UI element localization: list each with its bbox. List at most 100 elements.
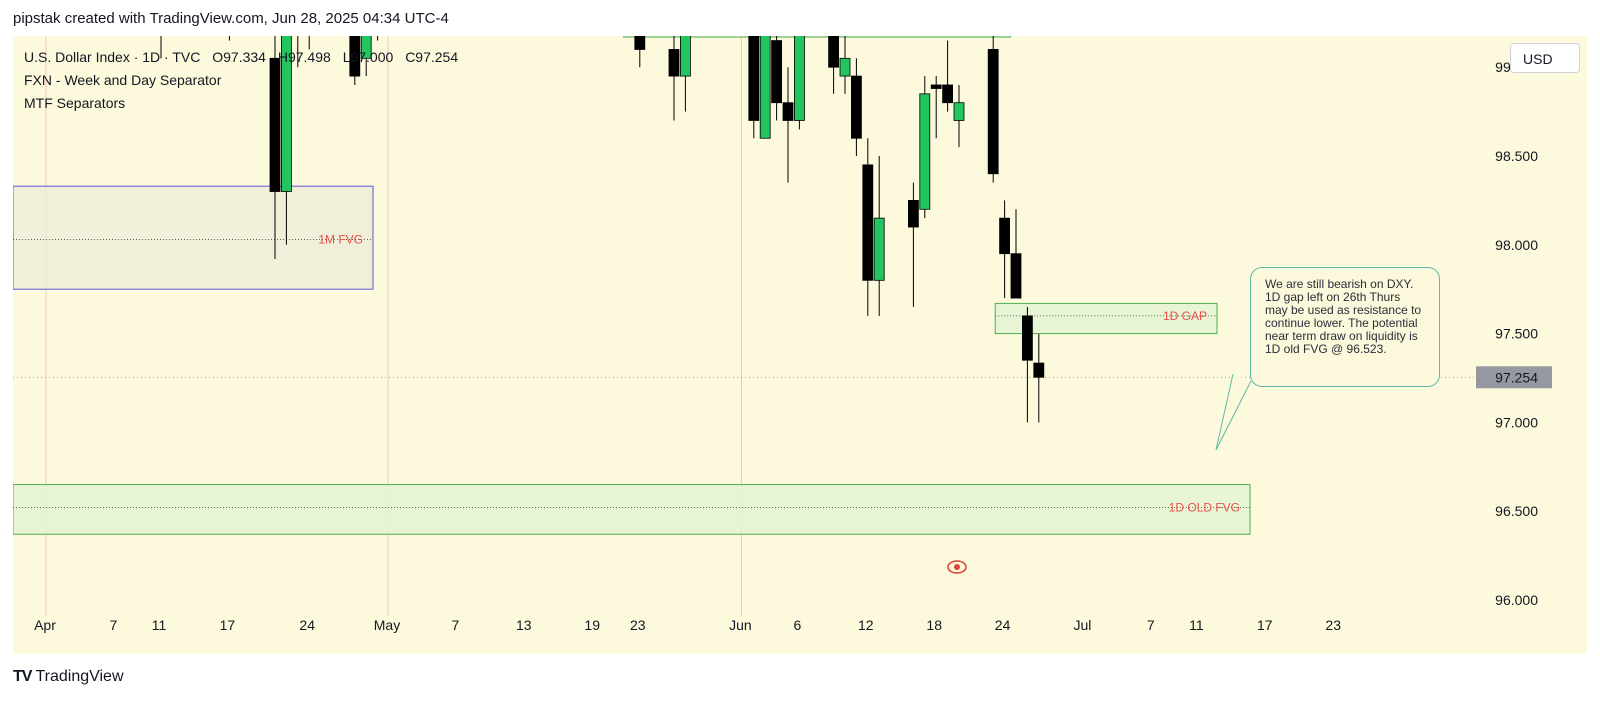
candle-jun-16 [908,182,919,307]
zone-label: 1M FVG [318,232,363,246]
bear-candle-body [987,49,999,175]
price-tick-label: 96.000 [1495,592,1538,608]
bull-candle-body [680,0,691,77]
legend-high: H97.498 [277,49,331,65]
time-tick-label: 6 [794,617,802,633]
bull-candle-body [794,31,805,121]
time-tick-label: 17 [220,617,236,633]
candle-jun-5 [782,67,794,183]
bear-candle-body [668,49,680,77]
zone-label: 1D GAP [1163,309,1207,323]
time-tick-label: 19 [584,617,600,633]
time-tick-label: 7 [452,617,460,633]
bear-candle-body [999,217,1010,255]
candle-jun-23 [987,0,999,183]
price-axis-background [1476,36,1587,654]
legend-low: L97.000 [342,49,394,65]
bear-candle-body [782,102,794,121]
bear-candle-body [1022,315,1033,361]
price-tick-label: 98.000 [1495,237,1538,253]
callout-pointer [1215,373,1252,451]
candle-jun-13 [873,156,885,316]
time-tick-label: 11 [152,617,167,633]
candle-jun-25 [1010,209,1022,299]
time-tick-label: Jul [1073,617,1091,633]
bear-candle-body [828,31,839,68]
legend-symbol[interactable]: U.S. Dollar Index · 1D · TVC [24,49,201,65]
price-tick-label: 98.500 [1495,148,1538,164]
attribution-header: pipstak created with TradingView.com, Ju… [13,10,449,27]
bear-candle-body [930,84,942,89]
bull-candle-body [839,57,851,77]
tradingview-logo-icon: TV [13,668,32,685]
bear-candle-body [1033,362,1045,378]
candle-jun-17 [919,76,931,219]
legend-close: C97.254 [405,49,459,65]
bear-candle-body [1010,253,1022,299]
time-tick-label: 7 [110,617,118,633]
time-tick-label: 23 [1325,617,1341,633]
last-price-badge [1476,366,1552,389]
candle-jun-27 [1033,333,1045,423]
bull-candle-body [873,217,885,281]
eye-icon [947,560,967,574]
callout-tail [1215,373,1252,451]
tradingview-footer[interactable]: TV TradingView [13,668,124,686]
footer-brand: TradingView [35,668,124,685]
time-tick-label: 17 [1257,617,1273,633]
time-tick-label: May [374,617,400,633]
candle-jun-20 [953,84,965,148]
zone-label: 1D OLD FVG [1169,501,1240,515]
time-tick-label: 7 [1147,617,1155,633]
eye-pupil [954,564,960,570]
candle-jun-24 [999,200,1010,299]
currency-button[interactable]: USD [1510,43,1580,73]
candle-may-26 [668,22,680,121]
price-axis: 96.00096.50097.00097.50098.00098.50099.0… [1476,36,1587,654]
candle-jun-18 [930,76,942,139]
candle-jun-6 [794,5,805,130]
zone-1m-fvg [12,185,374,290]
bear-candle-body [269,57,281,192]
time-tick-label: 23 [630,617,646,633]
time-tick-label: 18 [926,617,942,633]
bear-candle-body [862,164,874,281]
bear-candle-body [748,0,760,121]
candle-jun-12 [862,138,874,316]
analysis-callout[interactable]: We are still bearish on DXY. 1D gap left… [1250,267,1440,387]
price-tick-label: 97.500 [1495,326,1538,342]
bull-candle-body [953,102,965,121]
time-tick-label: 24 [995,617,1011,633]
bull-candle-body [919,93,931,210]
bear-candle-body [942,84,953,104]
bear-candle-body [908,199,919,228]
bull-candle-body [759,22,771,139]
eye-outline [947,560,967,574]
time-tick-label: Jun [729,617,752,633]
legend-symbol-row: U.S. Dollar Index · 1D · TVC O97.334 H97… [24,46,458,69]
time-axis: Apr 7 11 17 24 May 7 13 19 23 Jun 6 12 18 24 Jul 7 11 17 23 [34,617,1341,633]
candle-jun-19 [942,40,953,112]
price-tick-label: 97.000 [1495,414,1538,430]
legend-indicator-mtf[interactable]: MTF Separators [24,95,126,111]
candle-apr-21 [269,31,281,260]
candle-jun-11 [851,58,862,156]
time-tick-label: 12 [858,617,874,633]
time-tick-label: Apr [34,617,56,633]
time-tick-label: 13 [516,617,532,633]
last-price-label: 97.254 [1495,369,1538,385]
bull-candle-body [280,0,292,192]
legend-open: O97.334 [212,49,266,65]
candle-apr-22 [280,0,292,245]
bear-candle-body [634,0,646,50]
legend-indicator-separator[interactable]: FXN - Week and Day Separator [24,72,222,88]
candle-jun-3 [759,0,771,139]
time-tick-label: 24 [299,617,315,633]
price-tick-label: 96.500 [1495,503,1538,519]
bear-candle-body [771,40,782,104]
bear-candle-body [851,75,862,139]
candle-jun-26 [1022,306,1033,423]
zone-1d-old-fvg [12,484,1251,535]
chart-legend: U.S. Dollar Index · 1D · TVC O97.334 H97… [24,46,458,115]
time-tick-label: 11 [1189,617,1204,633]
